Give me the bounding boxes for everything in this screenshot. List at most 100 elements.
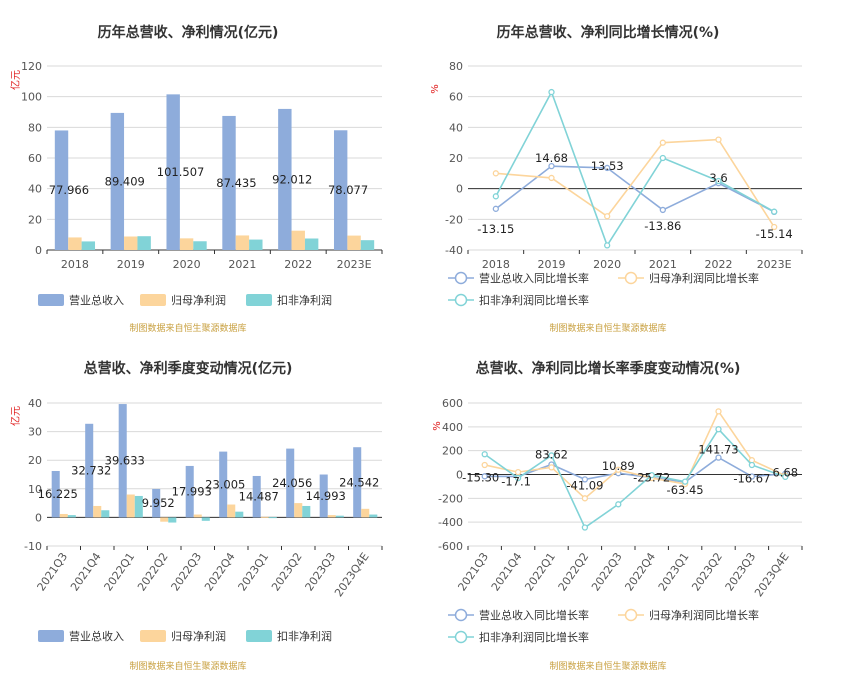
y-tick-label: 80 — [28, 121, 42, 134]
legend-marker-deducted-profit — [454, 293, 468, 307]
series-line — [484, 409, 786, 500]
data-label: 16.225 — [38, 487, 78, 501]
x-tick-label: 2020 — [593, 258, 621, 271]
bar — [137, 236, 151, 250]
y-tick-label: -200 — [438, 492, 463, 505]
series-line — [495, 138, 775, 228]
data-label: -17.1 — [501, 475, 531, 489]
bar — [166, 94, 180, 251]
data-point — [514, 468, 522, 476]
bar — [168, 517, 177, 523]
bar — [179, 238, 194, 250]
x-tick-label: 2022 — [705, 258, 733, 271]
data-point — [748, 461, 756, 469]
legend-label: 扣非净利润 — [277, 293, 332, 307]
y-tick-label: 200 — [442, 445, 463, 458]
series-line — [495, 165, 775, 213]
data-point — [481, 473, 488, 480]
data-label: 77.966 — [49, 183, 89, 197]
chart-title: 历年总营收、净利情况(亿元) — [98, 24, 279, 41]
legend-label: 扣非净利润 — [277, 629, 332, 643]
bar — [235, 511, 244, 518]
legend-marker-deducted-profit — [454, 630, 468, 644]
y-tick-label: 0 — [456, 469, 463, 482]
y-tick-label: 600 — [442, 397, 463, 410]
data-label: 6.68 — [772, 466, 798, 480]
x-tick-label: 2022Q4 — [622, 550, 658, 593]
legend-label: 营业总收入 — [69, 293, 124, 307]
data-point — [548, 452, 555, 459]
x-tick-label: 2019 — [117, 258, 145, 271]
bar — [353, 447, 362, 518]
bar — [193, 241, 207, 250]
data-point — [715, 408, 722, 415]
data-label: -15.14 — [756, 227, 793, 241]
legend-swatch-deducted-profit — [246, 294, 272, 306]
data-label: -16.67 — [733, 471, 770, 485]
y-tick-label: -20 — [445, 213, 463, 226]
data-point — [771, 208, 778, 215]
data-label: -13.86 — [644, 219, 681, 233]
data-point — [659, 206, 666, 214]
x-tick-label: 2021Q4 — [68, 550, 104, 593]
series-line — [484, 427, 786, 529]
chart-title: 总营收、净利季度变动情况(亿元) — [84, 360, 293, 377]
data-label: 14.68 — [535, 151, 568, 165]
data-point — [548, 464, 555, 471]
x-tick-label: 2022Q2 — [135, 550, 171, 593]
data-point — [604, 164, 611, 172]
data-label: -41.09 — [566, 478, 603, 492]
bar — [369, 514, 378, 518]
bar — [278, 108, 292, 250]
data-point — [715, 177, 722, 185]
data-label: 23.005 — [205, 478, 245, 492]
bar — [291, 230, 305, 250]
data-point — [604, 242, 611, 249]
bar — [51, 470, 60, 518]
x-tick-label: 2022Q1 — [102, 550, 138, 593]
bar — [286, 448, 295, 518]
source-note: 制图数据来自恒生聚源数据库 — [549, 660, 666, 672]
bar — [360, 240, 375, 250]
y-tick-label: 40 — [28, 397, 42, 410]
bar — [185, 465, 194, 518]
data-point — [648, 471, 655, 479]
data-label: 17.993 — [172, 485, 212, 499]
data-point — [492, 170, 499, 177]
data-label: 83.62 — [535, 448, 568, 462]
bar — [361, 508, 370, 518]
bar — [304, 238, 319, 250]
data-label: 13.53 — [591, 159, 624, 173]
source-note: 制图数据来自恒生聚源数据库 — [129, 660, 246, 672]
data-label: 24.542 — [339, 475, 379, 489]
data-point — [481, 461, 488, 469]
y-tick-label: 60 — [28, 152, 42, 165]
chart-title: 历年总营收、净利同比增长情况(%) — [497, 24, 720, 41]
bar — [302, 505, 311, 518]
legend-label: 归母净利润 — [171, 293, 226, 307]
bar — [54, 130, 69, 250]
y-unit-label: % — [430, 84, 441, 94]
bar — [118, 404, 127, 518]
data-label: 78.077 — [328, 183, 368, 197]
x-tick-label: 2018 — [61, 258, 89, 271]
data-point — [748, 473, 756, 480]
data-point — [492, 205, 499, 212]
data-point — [681, 478, 689, 485]
x-tick-label: 2018 — [482, 258, 510, 271]
data-label: -63.45 — [667, 483, 704, 497]
x-tick-label: 2021Q4 — [489, 550, 525, 593]
legend-marker-revenue — [454, 271, 468, 285]
bar — [219, 451, 228, 518]
y-tick-label: 120 — [21, 60, 42, 73]
y-unit-label: 亿元 — [9, 406, 22, 426]
legend: 营业总收入同比增长率 归母净利润同比增长率 扣非净利润同比增长率 — [448, 271, 759, 307]
y-tick-label: 20 — [449, 152, 463, 165]
bar — [101, 510, 110, 518]
y-tick-label: 0 — [35, 244, 42, 257]
x-tick-label: 2023E — [757, 258, 792, 271]
data-point — [548, 174, 555, 182]
y-tick-label: -600 — [438, 540, 463, 553]
bar — [110, 112, 125, 251]
